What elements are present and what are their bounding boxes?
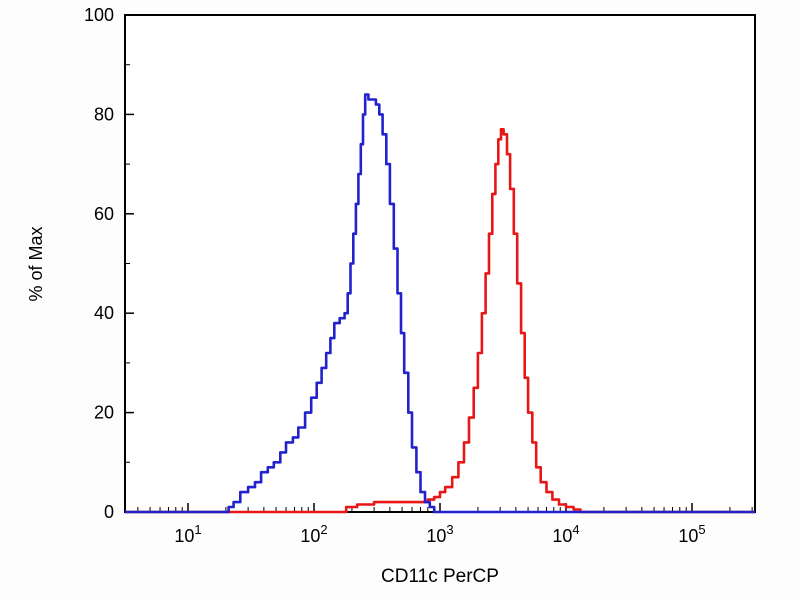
x-axis-label: CD11c PerCP [381, 566, 499, 587]
y-tick-label: 80 [94, 104, 114, 124]
x-tick-label: 104 [552, 522, 579, 546]
y-tick-label: 40 [94, 303, 114, 323]
y-tick-label: 60 [94, 204, 114, 224]
series-blue-control [125, 93, 755, 514]
x-tick-label: 103 [426, 522, 453, 546]
series-red-sample [125, 128, 755, 514]
y-axis-label: % of Max [26, 226, 46, 301]
x-tick-label: 105 [678, 522, 705, 546]
y-tick-label: 20 [94, 403, 114, 423]
y-tick-label: 100 [84, 5, 114, 25]
plot-frame [124, 14, 756, 513]
x-tick-label: 101 [174, 522, 201, 546]
x-tick-label: 102 [300, 522, 327, 546]
y-tick-label: 0 [104, 502, 114, 522]
